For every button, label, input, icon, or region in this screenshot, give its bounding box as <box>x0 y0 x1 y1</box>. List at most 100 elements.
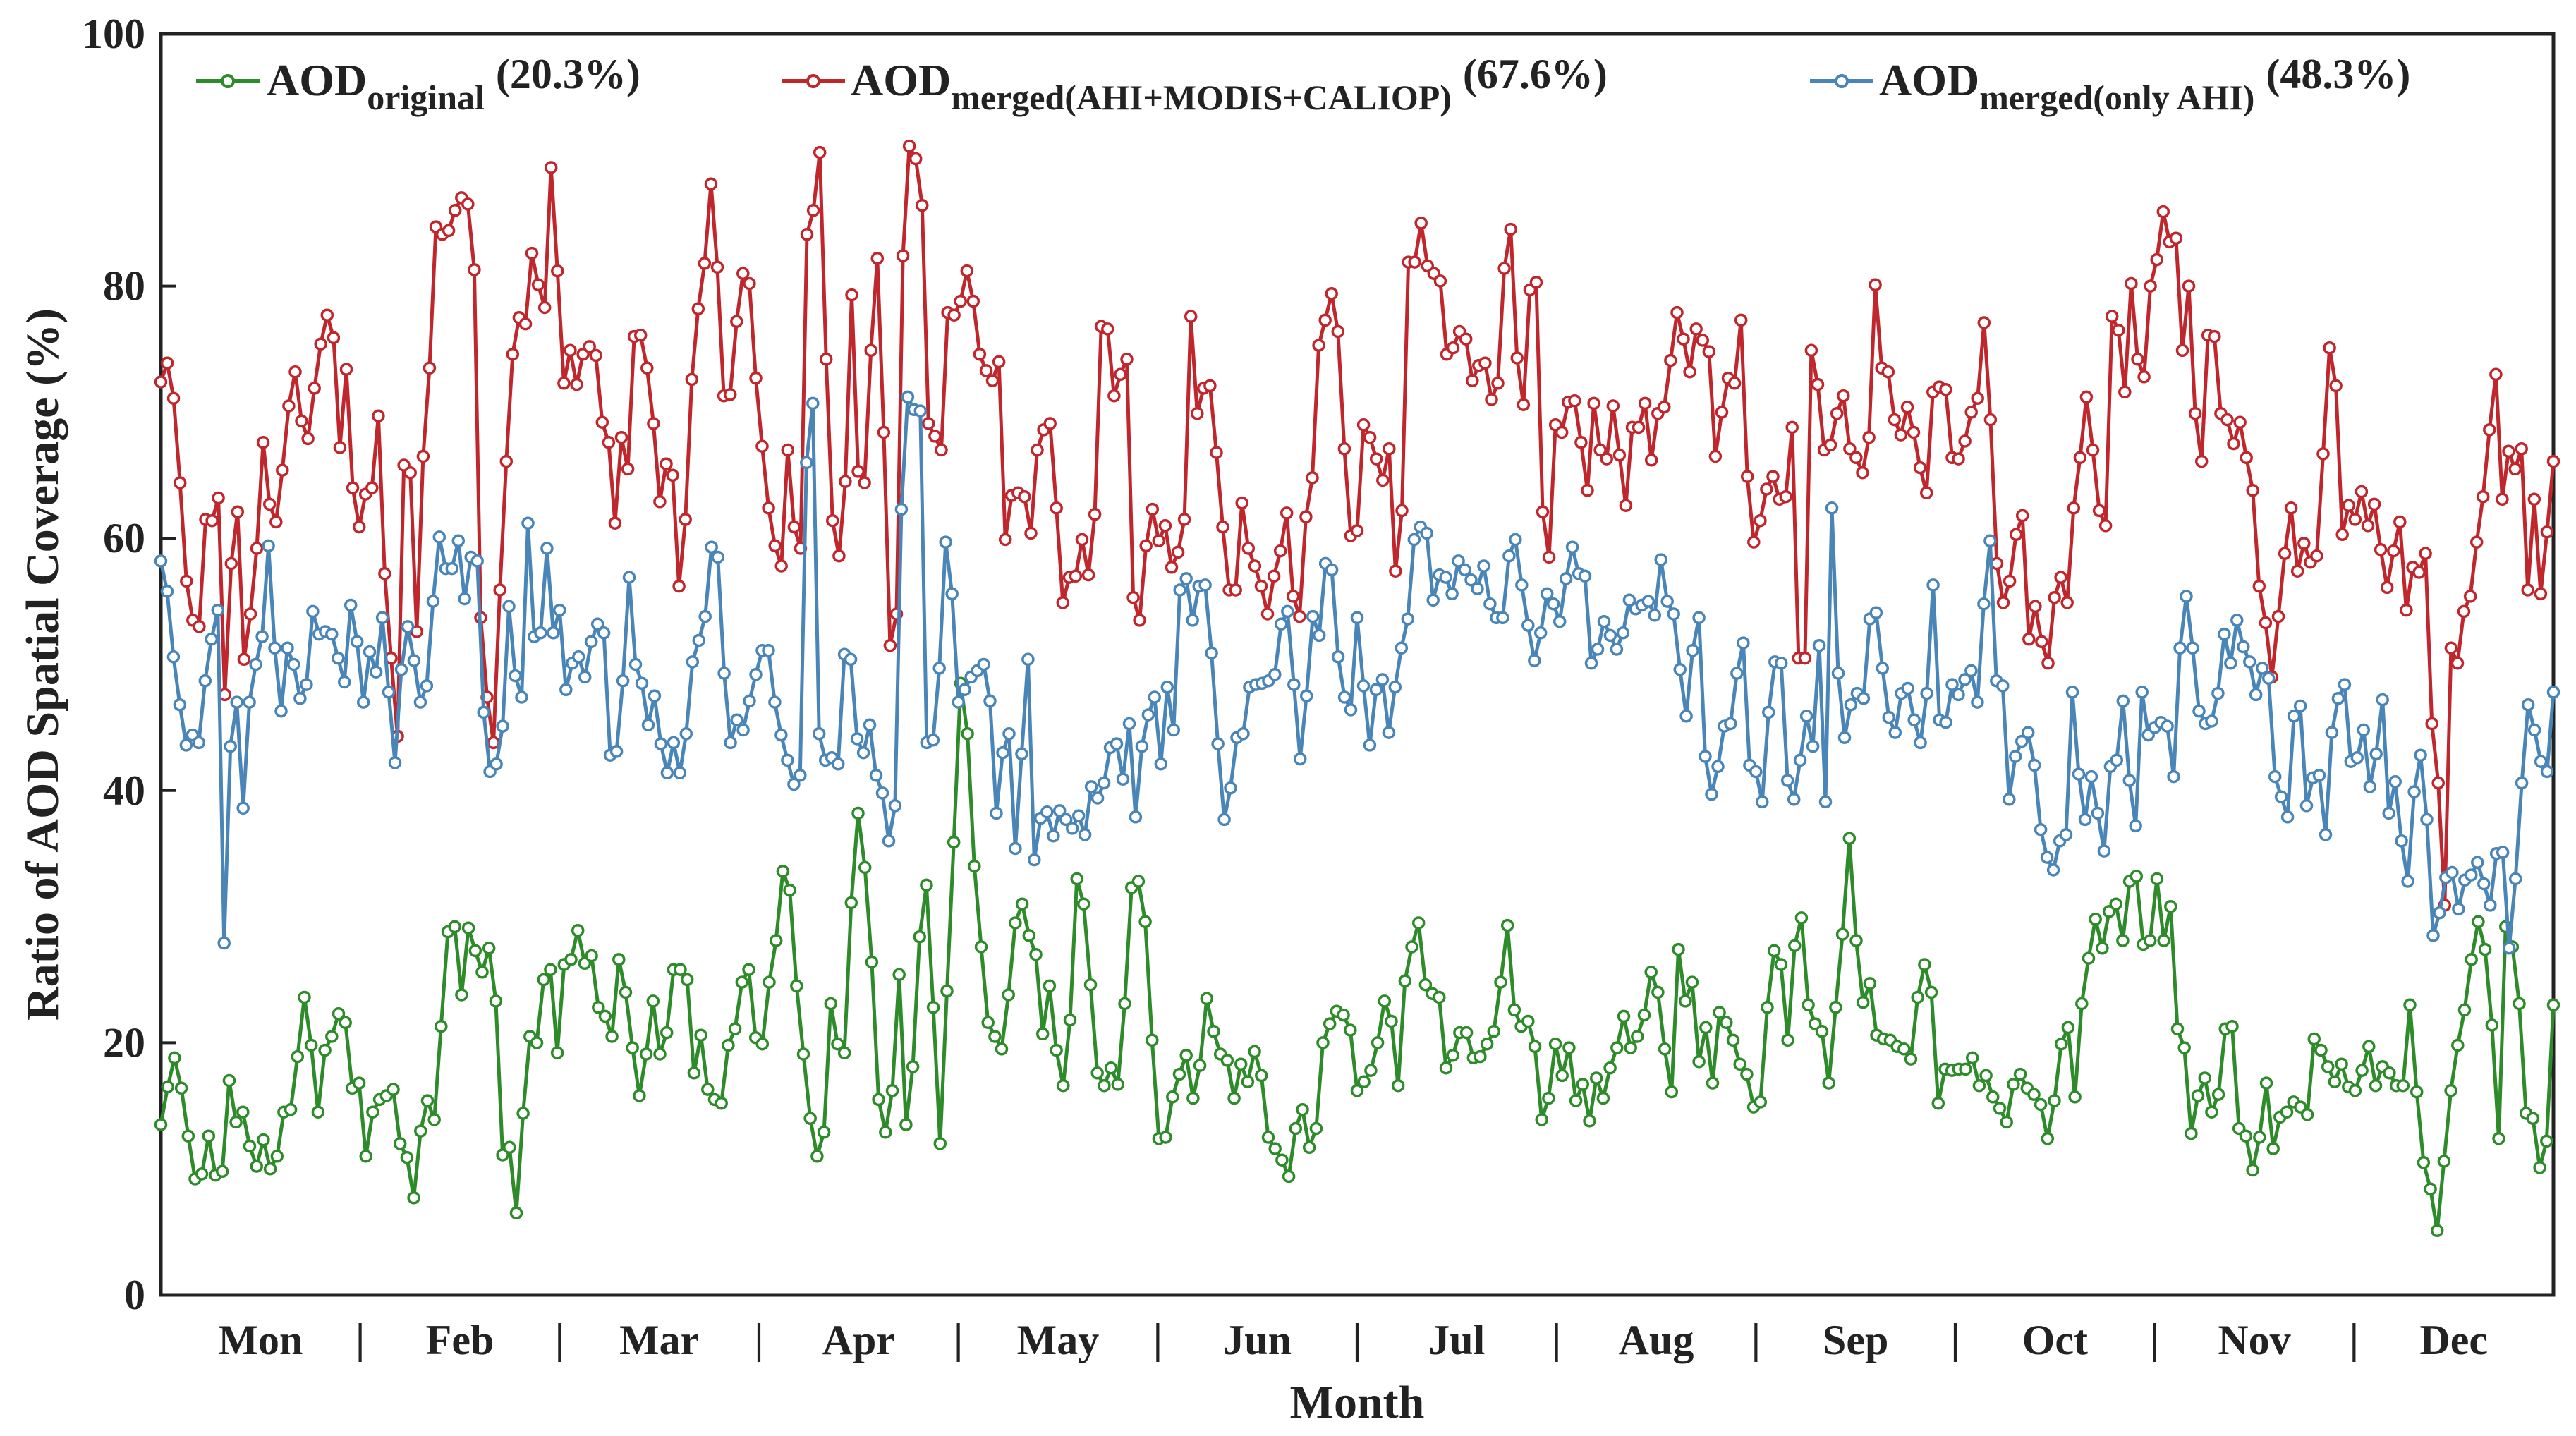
data-point <box>1837 731 1852 744</box>
data-point <box>1363 738 1377 752</box>
data-point <box>212 491 225 505</box>
x-tick-label: May <box>1017 1317 1100 1363</box>
x-month-separator: | <box>356 1315 365 1362</box>
data-point <box>339 1016 352 1030</box>
data-point <box>1823 438 1837 452</box>
data-point <box>1581 484 1594 497</box>
data-point <box>812 727 826 741</box>
data-point <box>1205 646 1218 660</box>
data-point <box>679 513 692 526</box>
data-point <box>701 1083 715 1096</box>
data-point <box>1375 673 1390 686</box>
data-point <box>1385 1014 1398 1028</box>
data-point <box>831 1037 844 1051</box>
data-point <box>2073 451 2087 465</box>
data-point <box>2316 447 2330 461</box>
data-point <box>2144 279 2157 293</box>
data-point <box>1679 710 1693 723</box>
data-point <box>2097 844 2111 858</box>
x-tick-label: Mar <box>619 1317 699 1363</box>
data-point <box>1135 739 1149 753</box>
data-point <box>2143 934 2157 947</box>
data-point <box>1070 872 1083 886</box>
data-point <box>2465 868 2478 882</box>
data-point <box>882 834 896 848</box>
data-point <box>826 513 839 528</box>
data-point <box>1911 990 1924 1004</box>
data-point <box>1146 1033 1159 1047</box>
data-point <box>544 161 558 174</box>
data-point <box>1268 1142 1282 1155</box>
data-point <box>1931 1096 1945 1110</box>
data-point <box>325 627 339 641</box>
data-point <box>327 331 341 345</box>
data-point <box>749 668 763 681</box>
data-point <box>256 436 270 449</box>
data-point <box>1405 940 1418 954</box>
data-point <box>973 347 987 361</box>
data-point <box>1715 406 1729 419</box>
data-point <box>2403 998 2417 1012</box>
data-point <box>2478 942 2492 956</box>
data-point <box>1733 1057 1746 1071</box>
data-point <box>2194 454 2209 468</box>
data-point <box>1426 593 1440 607</box>
data-point <box>1139 539 1153 553</box>
data-point <box>2118 385 2132 399</box>
data-point <box>1090 791 1105 805</box>
data-point <box>1439 1061 1453 1075</box>
data-point <box>974 940 988 954</box>
data-point <box>1597 614 1611 628</box>
data-point <box>1466 374 1479 387</box>
data-point <box>2533 1161 2546 1174</box>
data-point <box>1369 683 1383 697</box>
data-point <box>1224 781 1237 795</box>
data-point <box>1179 572 1193 585</box>
data-point <box>1952 452 1965 466</box>
data-point <box>236 1105 250 1119</box>
data-point <box>817 1126 831 1139</box>
data-point <box>1958 673 1972 686</box>
data-point <box>892 968 906 982</box>
x-month-separator: | <box>954 1315 963 1362</box>
data-point <box>1919 486 1933 500</box>
data-point <box>2355 485 2369 499</box>
data-point <box>1148 690 1162 704</box>
data-point <box>1173 583 1186 597</box>
data-point <box>1882 710 1896 724</box>
data-point <box>2546 686 2560 699</box>
data-point <box>325 1030 339 1043</box>
data-point <box>947 308 961 322</box>
data-point <box>2079 390 2094 404</box>
data-point <box>2105 310 2119 323</box>
data-point <box>445 561 459 576</box>
data-point <box>1798 651 1812 665</box>
data-point <box>1876 662 1890 675</box>
data-point <box>584 635 598 649</box>
data-point <box>679 727 693 741</box>
data-point <box>1774 958 1788 971</box>
data-point <box>2376 693 2389 707</box>
data-point <box>1009 916 1022 930</box>
data-point <box>1254 579 1268 593</box>
data-point <box>2268 769 2282 784</box>
data-point <box>1293 609 1306 623</box>
data-point <box>2177 1041 2191 1054</box>
data-point <box>388 756 402 769</box>
legend-label-merged-ahi-main: AOD <box>1879 55 1979 105</box>
data-point <box>1724 717 1737 731</box>
data-point <box>2130 870 2144 883</box>
data-point <box>1528 654 1541 667</box>
data-point <box>2041 1132 2055 1145</box>
data-point <box>1407 533 1421 547</box>
data-point <box>257 1133 270 1147</box>
data-point <box>372 409 385 423</box>
data-point <box>2431 776 2445 790</box>
data-point <box>1996 679 2010 693</box>
data-point <box>1569 1094 1583 1107</box>
data-point <box>2410 1085 2424 1099</box>
data-point <box>687 1066 701 1080</box>
data-point <box>762 644 775 657</box>
data-point <box>983 694 997 708</box>
data-point <box>888 799 902 813</box>
